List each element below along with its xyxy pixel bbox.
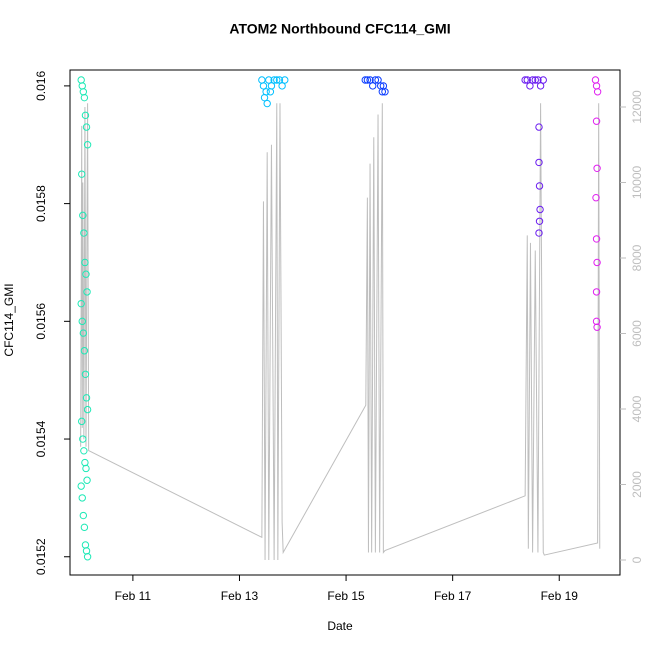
x-tick-label: Feb 17 [434, 589, 472, 603]
data-point [82, 547, 91, 555]
y2-tick-label: 0 [630, 556, 644, 563]
data-point [259, 82, 268, 90]
data-point [81, 541, 90, 549]
data-point [534, 76, 542, 84]
plot-frame [69, 69, 621, 576]
data-point [80, 347, 89, 355]
data-point [270, 76, 278, 84]
data-point [77, 482, 85, 490]
data-point [528, 76, 537, 84]
chart-title: ATOM2 Northbound CFC114_GMI [229, 21, 450, 37]
data-point [593, 258, 601, 267]
x-tick-label: Feb 15 [327, 589, 365, 603]
data-point [593, 323, 601, 331]
data-point [79, 435, 87, 443]
data-point [82, 394, 91, 402]
data-point [371, 76, 380, 84]
data-point [273, 76, 281, 84]
y2-tick-label: 10000 [630, 165, 644, 199]
data-point [77, 76, 85, 84]
data-point [78, 317, 86, 326]
x-tick-label: Feb 19 [541, 589, 579, 603]
altitude-line [80, 103, 601, 561]
data-point [593, 164, 601, 172]
data-point [381, 88, 389, 96]
data-point [81, 111, 90, 120]
data-point [83, 405, 92, 414]
data-point [80, 447, 88, 455]
data-point [374, 76, 382, 84]
data-point [363, 76, 372, 84]
data-point [593, 88, 602, 96]
data-point [79, 329, 88, 337]
data-point [361, 76, 369, 84]
data-point [536, 82, 545, 90]
data-point [278, 82, 286, 90]
data-point [82, 464, 90, 473]
data-point [539, 76, 547, 84]
data-point [526, 82, 534, 90]
y-tick-label: 0.016 [34, 71, 48, 101]
y-tick-label: 0.0156 [34, 303, 48, 340]
data-point [81, 258, 89, 267]
data-point [80, 229, 88, 237]
data-point [260, 93, 269, 102]
y-tick-label: 0.0152 [34, 538, 48, 575]
data-point [536, 205, 544, 214]
data-point [266, 88, 275, 96]
data-point [258, 76, 266, 84]
data-point [265, 76, 273, 84]
data-point [521, 76, 529, 84]
y2-tick-label: 6000 [630, 320, 644, 347]
data-point [592, 82, 601, 90]
data-point [535, 229, 543, 237]
y2-tick-label: 12000 [630, 90, 644, 124]
data-point [83, 553, 92, 561]
data-point [79, 511, 88, 520]
data-point [378, 88, 387, 96]
data-point [82, 270, 90, 278]
data-point [275, 76, 284, 84]
data-point [591, 76, 600, 84]
data-point [535, 123, 543, 131]
data-point [80, 523, 89, 532]
data-point [78, 82, 86, 90]
data-point [369, 82, 377, 90]
x-axis-title: Date [327, 619, 353, 633]
data-point [83, 288, 91, 296]
data-point [535, 158, 543, 167]
data-point [592, 288, 601, 296]
x-tick-label: Feb 13 [221, 589, 259, 603]
data-point [535, 182, 544, 190]
data-point [535, 217, 544, 225]
data-point [281, 76, 289, 84]
data-point [366, 76, 374, 84]
y2-tick-label: 8000 [630, 244, 644, 271]
data-point [523, 76, 531, 84]
data-point [78, 494, 86, 502]
x-tick-label: Feb 11 [115, 589, 152, 603]
y-tick-label: 0.0154 [34, 420, 48, 457]
data-point [83, 476, 91, 484]
data-point [592, 194, 600, 202]
data-point [592, 235, 601, 243]
data-point [77, 299, 85, 308]
data-point [592, 117, 601, 125]
y2-tick-label: 2000 [630, 471, 644, 498]
y-tick-label: 0.0158 [34, 185, 48, 222]
data-point [81, 370, 90, 378]
y2-tick-label: 4000 [630, 395, 644, 422]
data-point [83, 141, 92, 149]
data-point [79, 211, 87, 220]
data-point [531, 76, 539, 84]
data-point [263, 99, 271, 108]
data-point [78, 417, 86, 426]
data-point [82, 123, 91, 131]
data-point [78, 170, 86, 178]
y-axis-title: CFC114_GMI [2, 283, 16, 356]
data-point [80, 93, 89, 102]
data-point [81, 458, 89, 467]
data-point [79, 88, 88, 96]
